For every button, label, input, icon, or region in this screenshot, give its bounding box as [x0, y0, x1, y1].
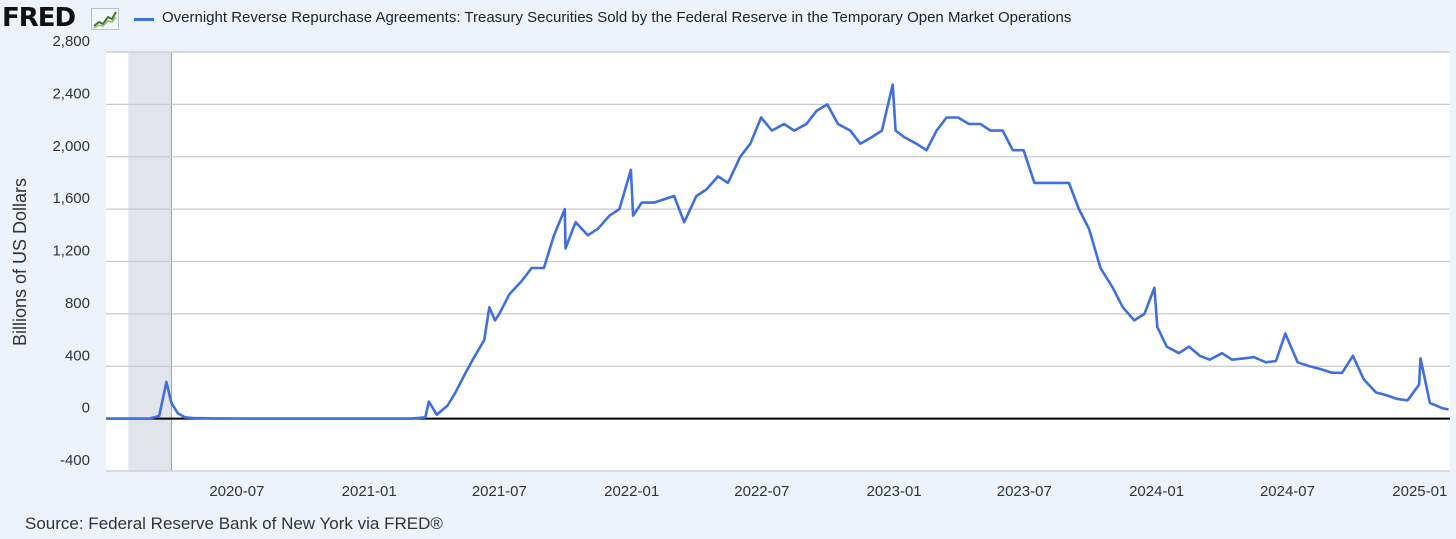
x-tick-label: 2024-01	[1129, 483, 1184, 500]
y-tick-label: -400	[60, 452, 90, 469]
x-tick-label: 2022-07	[734, 483, 789, 500]
x-tick-label: 2021-07	[472, 483, 527, 500]
x-tick-label: 2025-01	[1392, 483, 1447, 500]
line-chart-icon	[91, 8, 119, 30]
source-note: Source: Federal Reserve Bank of New York…	[25, 514, 443, 533]
series-line[interactable]	[106, 83, 1449, 420]
y-tick-label: 2,400	[52, 85, 90, 102]
y-tick-label: 1,200	[52, 243, 90, 260]
x-tick-label: 2023-01	[867, 483, 922, 500]
legend-label[interactable]: Overnight Reverse Repurchase Agreements:…	[162, 9, 1072, 26]
x-tick-label: 2023-07	[997, 483, 1052, 500]
y-tick-label: 1,600	[52, 190, 90, 207]
x-tick-label: 2022-01	[604, 483, 659, 500]
y-tick-label: 2,000	[52, 138, 90, 155]
y-axis-label: Billions of US Dollars	[10, 178, 30, 346]
y-tick-label: 400	[65, 347, 90, 364]
chart-header: FRED Overnight Reverse Repurchase Agreem…	[0, 0, 1456, 40]
x-tick-label: 2020-07	[209, 483, 264, 500]
y-tick-label: 0	[82, 400, 90, 417]
fred-logo[interactable]: FRED	[2, 3, 76, 33]
x-tick-label: 2024-07	[1260, 483, 1315, 500]
y-tick-label: 2,800	[52, 33, 90, 50]
legend-swatch	[134, 18, 154, 21]
y-tick-label: 800	[65, 295, 90, 312]
x-tick-label: 2021-01	[342, 483, 397, 500]
